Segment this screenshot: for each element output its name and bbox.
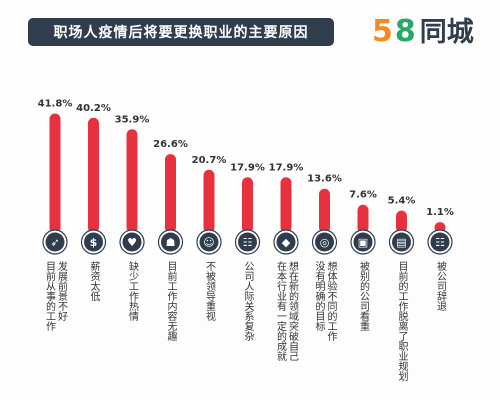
bar-value-label: 41.8% (38, 99, 73, 110)
person-icon (199, 232, 219, 252)
bar-value-label: 26.6% (153, 139, 188, 150)
brand-logo: 5 8 同城 (372, 14, 474, 50)
brand-digit-5: 5 (372, 14, 393, 49)
diamond-icon (276, 232, 296, 252)
category-label: 没有明确的目标 (313, 261, 325, 332)
category-label: 被别的公司看重 (358, 260, 370, 331)
heart-hands-icon-glyph: ♥ (127, 236, 137, 249)
target-icon-glyph: ◎ (320, 236, 330, 249)
person-icon-glyph: ☺ (203, 236, 214, 249)
head-lock-icon (161, 232, 180, 252)
category-label: 公司人际关系复杂 (242, 261, 254, 341)
category-label: 薪资太低 (88, 261, 100, 302)
presenter-icon-glyph: ▤ (396, 236, 406, 249)
dismissed-group-icon (430, 232, 450, 252)
diamond-icon-glyph: ◆ (282, 236, 291, 249)
category-label: 目前从事的工作 (44, 261, 56, 331)
category-label: 被公司辞退 (435, 260, 447, 311)
head-lock-icon-glyph: ☗ (166, 236, 176, 249)
people-group-icon-glyph: ☷ (243, 236, 253, 249)
category-label: 想在新的领域突破自己 (287, 260, 299, 361)
category-label: 不被领导重视 (204, 261, 216, 322)
category-label: 缺少工作热情 (127, 260, 139, 322)
brand-text: 同城 (419, 17, 474, 48)
category-label: 目前工作内容无趣 (165, 261, 177, 342)
category-label: 目前的工作脱离了职业规划 (396, 261, 408, 381)
money-bag-icon (84, 232, 103, 252)
bar-value-label: 17.9% (269, 162, 304, 173)
bar-value-label: 20.7% (192, 155, 227, 166)
rocket-icon-glyph: ➶ (50, 236, 59, 249)
category-label: 发展前景不好 (56, 260, 68, 322)
target-icon (315, 232, 334, 252)
bar-value-label: 13.6% (307, 174, 342, 185)
bar (396, 210, 407, 233)
people-group-icon (238, 232, 257, 252)
dismissed-group-icon-glyph: ☷ (435, 236, 445, 249)
chart-title: 职场人疫情后将要更换职业的主要原因 (28, 18, 334, 46)
bar (357, 204, 369, 233)
presenter-icon (392, 232, 411, 252)
bar-value-label: 5.4% (388, 196, 416, 207)
brand-digit-8: 8 (394, 14, 416, 49)
bar (203, 169, 215, 233)
heart-hands-icon (122, 232, 142, 252)
bar (126, 129, 138, 233)
bar (242, 177, 253, 233)
rocket-icon (45, 232, 65, 252)
bar (280, 177, 292, 233)
bar (165, 154, 176, 233)
bar-value-label: 1.1% (426, 207, 454, 218)
bar (49, 113, 61, 233)
picture-frame-icon (353, 232, 373, 252)
bar-value-label: 40.2% (76, 103, 111, 114)
bar-value-label: 17.9% (230, 162, 265, 173)
category-label: 在本行业有一定的成就 (275, 261, 287, 362)
bar-value-label: 35.9% (115, 114, 150, 125)
bar-value-label: 7.6% (349, 190, 377, 201)
bar (319, 188, 330, 233)
bar (88, 117, 99, 233)
money-bag-icon-glyph: $ (90, 236, 98, 249)
category-label: 想体验不同的工作 (325, 260, 337, 341)
picture-frame-icon-glyph: ▣ (358, 236, 368, 249)
